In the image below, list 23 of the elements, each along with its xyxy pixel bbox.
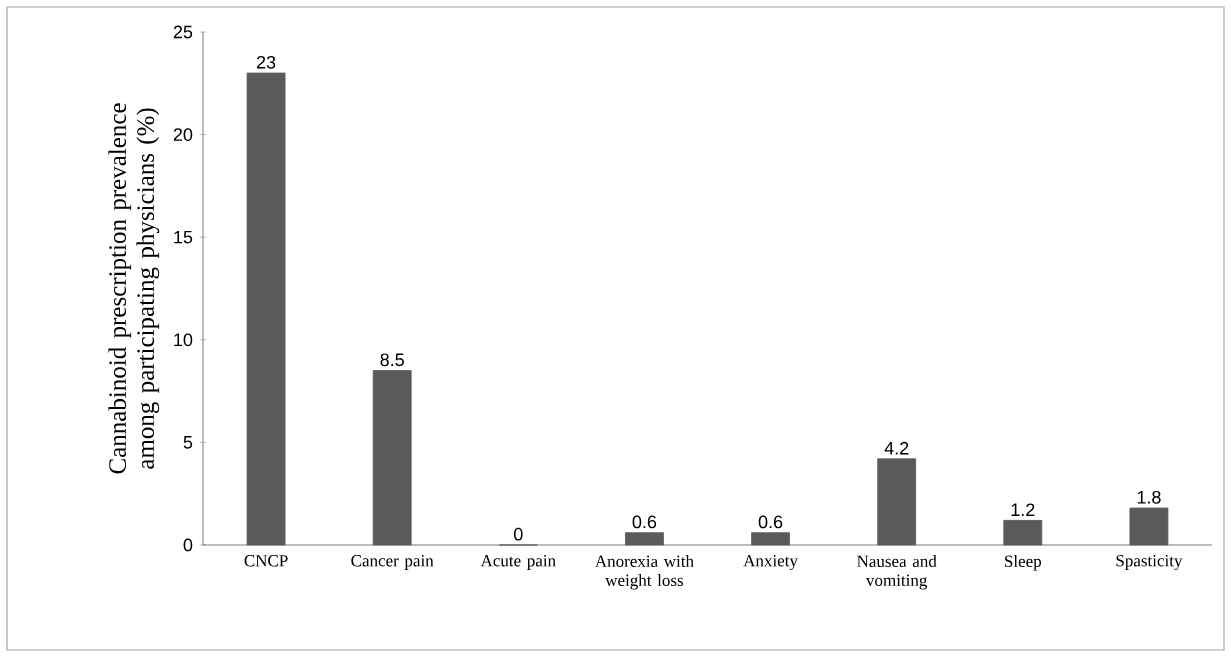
y-axis-title: Cannabinoid prescription prevalence among participating physicians (%): [108, 103, 160, 474]
x-tick-label: Anxiety: [743, 555, 798, 570]
y-tick-label: 25: [173, 25, 193, 39]
y-tick-label: 20: [173, 128, 193, 141]
x-tick-label: Acute pain: [480, 555, 556, 570]
x-tick-label: Nausea and vomiting: [857, 555, 937, 590]
data-label: 0.6: [632, 515, 657, 529]
data-label: 23: [256, 55, 276, 69]
x-tick-label: Cancer pain: [351, 555, 434, 570]
y-tick-label: 0: [183, 538, 193, 552]
data-label: 1.8: [1137, 490, 1161, 504]
y-tick-label: 15: [174, 230, 193, 244]
x-tick-label: Anorexia with weight loss: [595, 555, 694, 590]
x-tick-label: CNCP: [244, 555, 288, 567]
x-tick-label: Sleep: [1005, 555, 1042, 571]
y-tick-label: 5: [183, 436, 193, 449]
data-label: 0.6: [758, 515, 783, 529]
data-label: 0: [514, 527, 523, 541]
data-label: 8.5: [380, 353, 404, 367]
y-tick-label: 10: [174, 333, 193, 347]
x-tick-label: Spasticity: [1116, 555, 1183, 570]
data-label: 1.2: [1011, 503, 1035, 516]
data-label: 4.2: [884, 441, 909, 455]
